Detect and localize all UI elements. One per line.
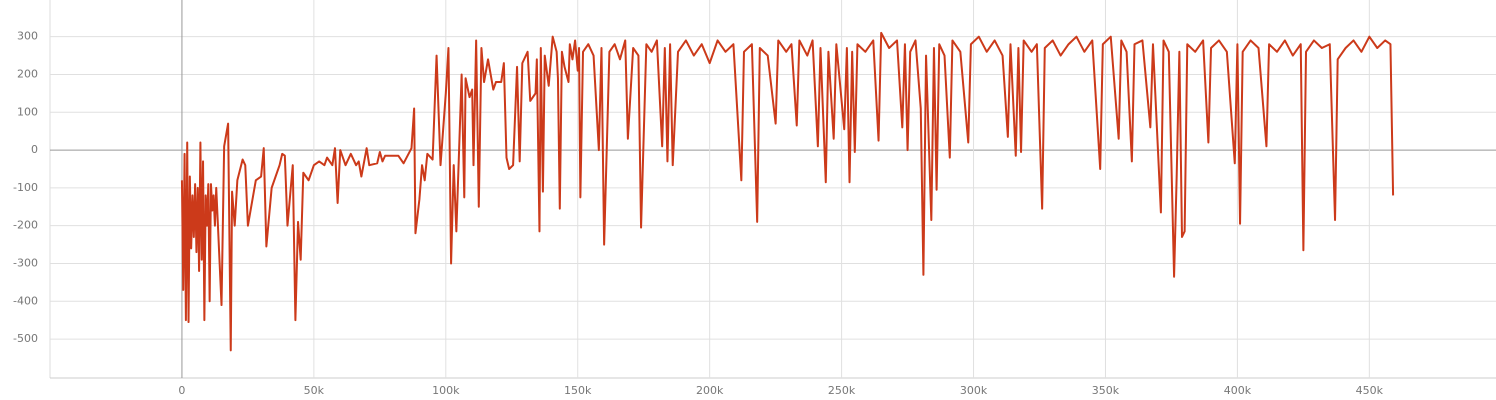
x-tick-label: 100k xyxy=(432,384,460,397)
y-tick-label: -200 xyxy=(13,219,38,232)
y-tick-label: 100 xyxy=(17,105,38,118)
line xyxy=(180,31,1395,352)
y-tick-label: 0 xyxy=(31,143,38,156)
y-tick-label: -100 xyxy=(13,181,38,194)
x-tick-label: 50k xyxy=(304,384,325,397)
x-tick-label: 350k xyxy=(1092,384,1120,397)
x-tick-label: 300k xyxy=(960,384,988,397)
x-tick-label: 450k xyxy=(1356,384,1384,397)
y-tick-label: -500 xyxy=(13,332,38,345)
y-tick-label: -300 xyxy=(13,256,38,269)
x-tick-label: 250k xyxy=(828,384,856,397)
y-tick-label: -400 xyxy=(13,294,38,307)
y-tick-label: 200 xyxy=(17,67,38,80)
x-tick-label: 400k xyxy=(1224,384,1252,397)
x-tick-label: 200k xyxy=(696,384,724,397)
x-tick-label: 0 xyxy=(178,384,185,397)
x-tick-label: 150k xyxy=(564,384,592,397)
y-tick-label: 300 xyxy=(17,30,38,43)
